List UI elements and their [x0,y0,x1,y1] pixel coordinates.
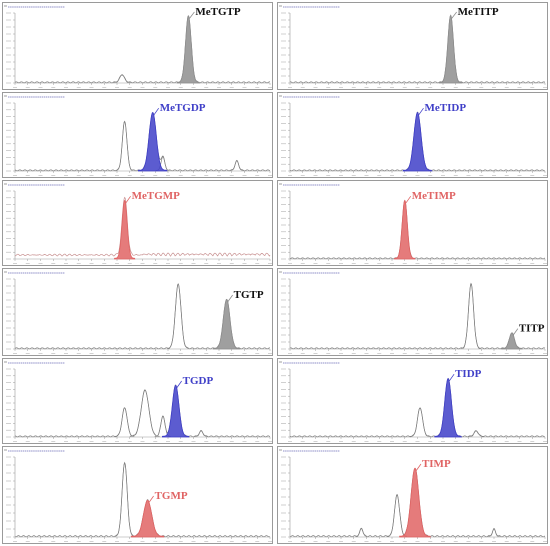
peak-leader-line [125,195,131,204]
chromatogram-panel: MeTGTP [2,2,273,90]
peak-label-tgdp: TGDP [183,375,214,387]
peak-area-metgdp [138,112,168,172]
peak-label-timp: TIMP [422,458,451,470]
chromatogram-plot: MeTGTP [4,5,272,88]
chromatogram-panel: TGMP [2,446,273,544]
chromatogram-panel: MeTIDP [277,92,548,178]
chromatogram-trace [289,377,546,438]
minor-peak [487,528,500,537]
minor-peak [194,430,208,437]
chromatogram-panel: MeTIMP [277,180,548,266]
chromatogram-plot: MeTIMP [279,183,547,264]
chromatogram-panel: MeTGMP [2,180,273,266]
chromatogram-plot: TIDP [279,361,547,442]
peak-label-metidp: MeTIDP [425,102,467,114]
peak-leader-line [227,294,233,303]
peak-leader-line [153,107,160,116]
peak-area-tgmp [130,499,165,538]
chromatogram-panel: MeTGDP [2,92,273,178]
peak-label-tgmp: TGMP [155,490,188,502]
peak-leader-line [405,195,412,204]
chromatogram-plot: TGTP [4,271,272,354]
minor-peak [355,527,368,537]
minor-peak [409,407,430,437]
minor-peak [229,160,244,171]
minor-peak [114,461,135,537]
peak-label-metgmp: MeTGMP [132,190,181,202]
chromatogram-panel: TIMP [277,446,548,544]
peak-area-tidp [434,377,463,438]
peak-label-metgdp: MeTGDP [160,102,206,114]
chromatogram-panel: TGDP [2,358,273,444]
chromatogram-panel: TGTP [2,268,273,356]
peak-area-tgdp [162,384,190,438]
chromatogram-plot: TIMP [279,449,547,542]
peak-label-metitp: MeTITP [458,6,499,18]
peak-label-tidp: TIDP [455,368,482,380]
chromatogram-trace [14,15,271,84]
peak-label-metimp: MeTIMP [412,190,456,202]
peak-area-metimp [394,199,416,260]
peak-leader-line [189,11,195,19]
minor-peak [460,283,481,349]
minor-peak [386,493,407,537]
peak-area-metgmp [114,199,136,260]
peak-area-metgtp [176,15,201,84]
peak-leader-line [148,495,154,504]
peak-area-titp [501,332,523,350]
peak-label-titp: TITP [519,323,545,335]
chromatogram-panel: TIDP [277,358,548,444]
chromatogram-plot: MeTIDP [279,95,547,176]
minor-peak [114,407,135,437]
chromatogram-trace [289,199,546,260]
minor-peak [115,120,134,171]
chromatogram-trace [289,282,546,350]
peak-label-tgtp: TGTP [234,289,264,301]
chromatogram-trace [289,14,546,84]
peak-area-metidp [402,112,433,172]
minor-peak [112,74,131,83]
chromatogram-plot: MeTITP [279,5,547,88]
chromatogram-trace [14,384,271,438]
minor-peak [167,283,189,349]
peak-leader-line [512,328,519,336]
peak-leader-line [415,463,422,472]
peak-leader-line [451,11,457,19]
chromatogram-trace [14,196,271,257]
chromatogram-panel: TITP [277,268,548,356]
chromatogram-panel: MeTITP [277,2,548,90]
chromatogram-plot: TGDP [4,361,272,442]
minor-peak [129,389,160,437]
chromatogram-plot: MeTGMP [4,183,272,264]
peak-leader-line [418,107,424,116]
peak-area-metitp [439,15,463,84]
chromatogram-plot: TGMP [4,449,272,542]
chromatogram-trace [14,112,271,172]
peak-area-tgtp [213,298,241,350]
peak-label-metgtp: MeTGTP [195,6,240,18]
peak-leader-line [448,373,455,382]
chromatogram-plot: TITP [279,271,547,354]
peak-leader-line [176,380,182,389]
peak-area-timp [399,467,431,538]
minor-peak [468,430,484,437]
chromatogram-plot: MeTGDP [4,95,272,176]
